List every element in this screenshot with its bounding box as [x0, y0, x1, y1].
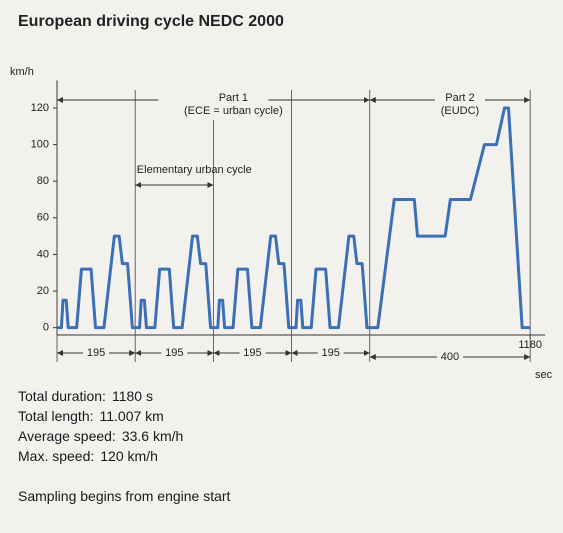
y-tick-label: 60 [37, 212, 49, 224]
y-tick-label: 40 [37, 248, 49, 260]
label-bg [436, 350, 463, 364]
label-bg [161, 346, 188, 360]
part1-note: (ECE = urban cycle) [184, 105, 283, 117]
part1-label: Part 1 [219, 92, 248, 104]
summary-row: Total length: 11.007 km [18, 408, 170, 424]
summary-row: Average speed: 33.6 km/h [18, 428, 189, 444]
duration-label: 195 [321, 347, 339, 359]
summary-label: Total length: [18, 408, 94, 424]
note: Sampling begins from engine start [18, 488, 231, 504]
summary-label: Max. speed: [18, 448, 95, 464]
summary-label: Average speed: [18, 428, 116, 444]
y-tick-label: 80 [37, 175, 49, 187]
label-bg [158, 90, 269, 120]
label-bg [239, 346, 266, 360]
speed-line [57, 106, 531, 330]
duration-label: 195 [243, 347, 261, 359]
y-tick-label: 20 [37, 285, 49, 297]
summary-value: 33.6 km/h [121, 428, 184, 444]
y-tick-label: 0 [43, 322, 49, 334]
label-bg [83, 346, 110, 360]
part2-note: (EUDC) [441, 105, 480, 117]
summary-value: 11.007 km [99, 408, 164, 424]
duration-label: 195 [87, 347, 105, 359]
summary-label: Total duration: [18, 388, 106, 404]
summary-value: 1180 s [111, 388, 153, 404]
chart: European driving cycle NEDC 2000 km/h se… [10, 13, 553, 380]
summary-value: 120 km/h [100, 448, 158, 464]
summary-row: Total duration: 1180 s [18, 388, 159, 404]
y-tick-label: 100 [31, 138, 49, 150]
duration-label: 195 [165, 347, 183, 359]
y-axis-label: km/h [10, 66, 34, 78]
label-bg [317, 346, 344, 360]
duration-label: 400 [441, 351, 459, 363]
x-axis-label: sec [535, 369, 553, 380]
elementary-label: Elementary urban cycle [137, 164, 252, 176]
chart-title: European driving cycle NEDC 2000 [18, 13, 284, 30]
label-bg [434, 90, 485, 120]
part2-label: Part 2 [445, 92, 474, 104]
summary-row: Max. speed: 120 km/h [18, 448, 164, 464]
y-tick-label: 120 [31, 102, 49, 114]
